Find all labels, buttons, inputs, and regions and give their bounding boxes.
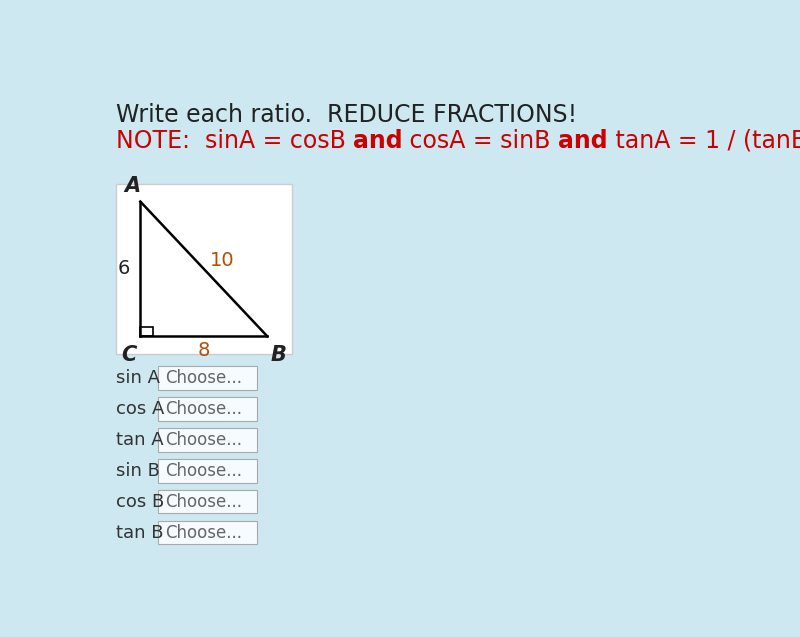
Text: cos B: cos B: [115, 492, 164, 511]
Text: sin A: sin A: [115, 369, 159, 387]
Text: 6: 6: [118, 259, 130, 278]
FancyBboxPatch shape: [158, 366, 257, 390]
Text: cos A: cos A: [115, 400, 164, 418]
Text: Choose...: Choose...: [165, 431, 242, 449]
Text: cosA = sinB: cosA = sinB: [402, 129, 558, 153]
Text: A: A: [125, 176, 141, 196]
Text: C: C: [122, 345, 137, 365]
FancyBboxPatch shape: [158, 397, 257, 421]
Text: Choose...: Choose...: [165, 492, 242, 511]
Text: Choose...: Choose...: [165, 462, 242, 480]
FancyBboxPatch shape: [158, 428, 257, 452]
Text: and: and: [353, 129, 402, 153]
Text: Write each ratio.  REDUCE FRACTIONS!: Write each ratio. REDUCE FRACTIONS!: [115, 103, 577, 127]
Text: Choose...: Choose...: [165, 369, 242, 387]
Text: and: and: [558, 129, 608, 153]
FancyBboxPatch shape: [158, 459, 257, 483]
Text: NOTE:  sinA = cosB: NOTE: sinA = cosB: [115, 129, 353, 153]
Text: 10: 10: [210, 250, 234, 269]
Text: sin B: sin B: [115, 462, 159, 480]
Text: Choose...: Choose...: [165, 400, 242, 418]
Text: B: B: [270, 345, 286, 365]
Text: 8: 8: [198, 341, 210, 360]
FancyBboxPatch shape: [158, 490, 257, 513]
FancyBboxPatch shape: [115, 184, 292, 354]
Text: Choose...: Choose...: [165, 524, 242, 541]
Text: tan A: tan A: [115, 431, 163, 449]
Text: tan B: tan B: [115, 524, 163, 541]
FancyBboxPatch shape: [158, 521, 257, 545]
Text: tanA = 1 / (tanB): tanA = 1 / (tanB): [608, 129, 800, 153]
